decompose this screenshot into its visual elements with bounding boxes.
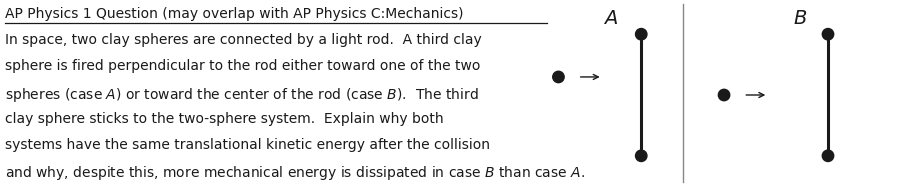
Text: clay sphere sticks to the two-sphere system.  Explain why both: clay sphere sticks to the two-sphere sys… — [5, 112, 443, 126]
Text: $B$: $B$ — [792, 10, 807, 28]
Text: spheres (case $A$) or toward the center of the rod (case $B$).  The third: spheres (case $A$) or toward the center … — [5, 86, 478, 104]
Ellipse shape — [822, 28, 833, 40]
Ellipse shape — [552, 71, 563, 83]
Ellipse shape — [718, 89, 729, 101]
Text: sphere is fired perpendicular to the rod either toward one of the two: sphere is fired perpendicular to the rod… — [5, 59, 480, 74]
Ellipse shape — [635, 150, 646, 161]
Text: $A$: $A$ — [603, 10, 618, 28]
Text: In space, two clay spheres are connected by a light rod.  A third clay: In space, two clay spheres are connected… — [5, 33, 481, 47]
Ellipse shape — [635, 28, 646, 40]
Text: and why, despite this, more mechanical energy is dissipated in case $B$ than cas: and why, despite this, more mechanical e… — [5, 164, 584, 182]
Text: AP Physics 1 Question (may overlap with AP Physics C:Mechanics): AP Physics 1 Question (may overlap with … — [5, 7, 462, 21]
Text: systems have the same translational kinetic energy after the collision: systems have the same translational kine… — [5, 138, 489, 152]
Ellipse shape — [822, 150, 833, 161]
